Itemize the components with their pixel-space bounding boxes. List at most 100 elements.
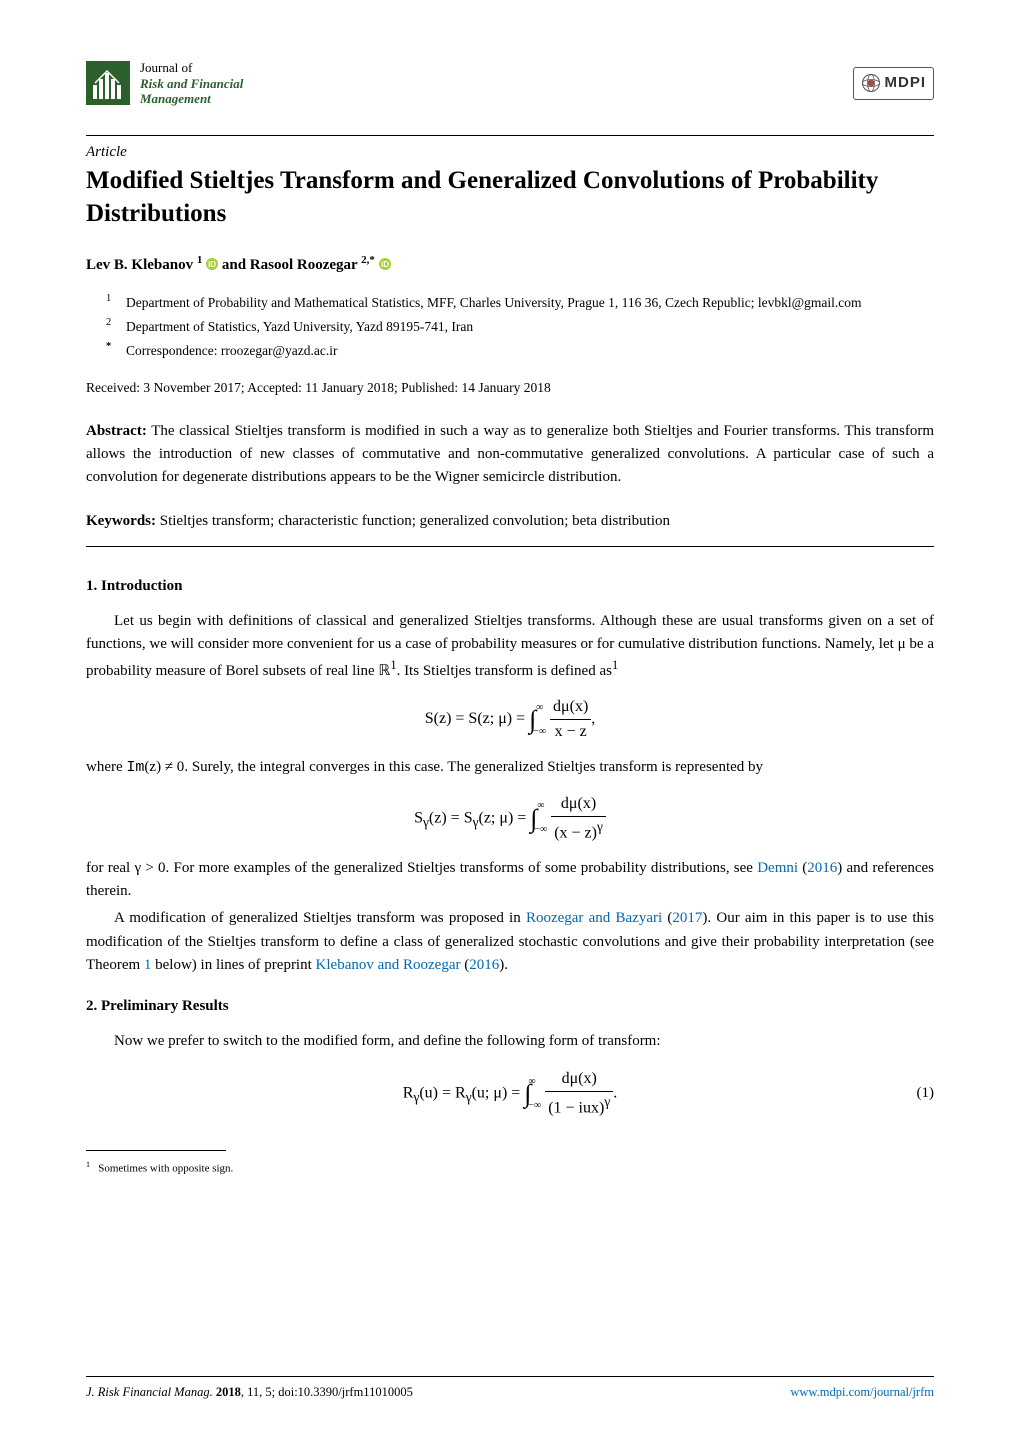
author-1-name: Lev B. Klebanov bbox=[86, 257, 193, 273]
mu-symbol: μ bbox=[898, 636, 906, 652]
s1-p2-b: . Surely, the integral converges in this… bbox=[184, 759, 763, 775]
svg-text:iD: iD bbox=[208, 260, 216, 269]
section-1-para-2: where Im(z) ≠ 0. Surely, the integral co… bbox=[86, 756, 934, 779]
journal-of-label: Journal of bbox=[140, 60, 243, 76]
eq2-lhs: S bbox=[414, 809, 423, 826]
journal-logo-icon bbox=[86, 61, 130, 105]
affiliation-2-num: 2 bbox=[106, 315, 126, 336]
eq3-mid2: (u; μ) = bbox=[472, 1084, 525, 1101]
eq2-mid: (z) = S bbox=[429, 809, 473, 826]
eq2-den-sup: γ bbox=[597, 819, 603, 834]
keywords-text: Stieltjes transform; characteristic func… bbox=[160, 513, 670, 529]
svg-text:iD: iD bbox=[381, 260, 389, 269]
page-header: Journal of Risk and Financial Management… bbox=[86, 60, 934, 107]
int-upper: ∞ bbox=[534, 801, 547, 811]
footer-rest: , 11, 5; doi:10.3390/jrfm11010005 bbox=[241, 1385, 413, 1399]
correspondence: * Correspondence: rroozegar@yazd.ac.ir bbox=[106, 341, 934, 362]
s1-p4-a: A modification of generalized Stieltjes … bbox=[114, 910, 526, 926]
eq2-den: (x − z)γ bbox=[551, 817, 606, 845]
s1-p4-c: below) in lines of preprint bbox=[151, 957, 315, 973]
integral-limits: ∞ −∞ bbox=[533, 703, 546, 737]
equation-number-1: (1) bbox=[617, 1082, 934, 1105]
publisher-logo: MDPI bbox=[853, 67, 935, 100]
author-1-affil-sup: 1 bbox=[197, 254, 203, 266]
int-upper: ∞ bbox=[533, 703, 546, 713]
footer-right: www.mdpi.com/journal/jrfm bbox=[790, 1383, 934, 1402]
article-title: Modified Stieltjes Transform and General… bbox=[86, 165, 934, 230]
eq3-lhs: R bbox=[403, 1084, 414, 1101]
footer-year: 2018 bbox=[216, 1385, 241, 1399]
keywords-label: Keywords: bbox=[86, 513, 156, 529]
section-1-para-4: A modification of generalized Stieltjes … bbox=[86, 907, 934, 977]
section-1-heading: 1. Introduction bbox=[86, 575, 934, 598]
journal-name-line-2: Management bbox=[140, 91, 243, 107]
footer-row: J. Risk Financial Manag. 2018, 11, 5; do… bbox=[86, 1383, 934, 1402]
footnote-ref-1: 1 bbox=[612, 658, 618, 672]
eq1-num: dμ(x) bbox=[550, 695, 591, 720]
eq2-mid2: (z; μ) = bbox=[478, 809, 530, 826]
correspondence-star: * bbox=[106, 339, 126, 360]
int-upper: ∞ bbox=[528, 1077, 541, 1087]
integral-limits: ∞ −∞ bbox=[528, 1077, 541, 1111]
s1-p2-a: where bbox=[86, 759, 126, 775]
page-footer: J. Risk Financial Manag. 2018, 11, 5; do… bbox=[86, 1376, 934, 1402]
affiliation-2: 2 Department of Statistics, Yazd Univers… bbox=[106, 317, 934, 338]
eq3-num: dμ(x) bbox=[545, 1067, 613, 1092]
correspondence-text: Correspondence: rroozegar@yazd.ac.ir bbox=[126, 341, 934, 362]
section-1-para-1: Let us begin with definitions of classic… bbox=[86, 610, 934, 684]
cite-roozegar-bazyari-year[interactable]: 2017 bbox=[672, 910, 702, 926]
s1-p1-c: . Its Stieltjes transform is defined as bbox=[397, 663, 612, 679]
header-rule bbox=[86, 135, 934, 136]
cite-klebanov-roozegar-year[interactable]: 2016 bbox=[469, 957, 499, 973]
journal-name-line-1: Risk and Financial bbox=[140, 76, 243, 92]
eq2-num: dμ(x) bbox=[551, 792, 606, 817]
affiliation-1-num: 1 bbox=[106, 291, 126, 312]
eq2-fraction: dμ(x) (x − z)γ bbox=[551, 792, 606, 845]
footer-rule bbox=[86, 1376, 934, 1377]
affiliation-1-text: Department of Probability and Mathematic… bbox=[126, 293, 934, 314]
equation-S: S(z) = S(z; μ) = ∫∞−∞ dμ(x) x − z , bbox=[86, 695, 934, 744]
footer-left: J. Risk Financial Manag. 2018, 11, 5; do… bbox=[86, 1383, 413, 1402]
int-lower: −∞ bbox=[528, 1101, 541, 1111]
im-code: Im bbox=[126, 759, 144, 776]
footer-url[interactable]: www.mdpi.com/journal/jrfm bbox=[790, 1385, 934, 1399]
eq1-lhs: S(z) = S(z; μ) = bbox=[425, 710, 529, 727]
article-type: Article bbox=[86, 141, 934, 164]
eq3-den-sup: γ bbox=[604, 1094, 610, 1109]
footnote-1-num: 1 bbox=[86, 1160, 90, 1169]
eq1-tail: , bbox=[591, 710, 595, 727]
abstract-block: Abstract: The classical Stieltjes transf… bbox=[86, 420, 934, 490]
footer-journal: J. Risk Financial Manag. bbox=[86, 1385, 213, 1399]
eq2-den-base: (x − z) bbox=[554, 824, 597, 841]
affiliations-block: 1 Department of Probability and Mathemat… bbox=[86, 293, 934, 362]
journal-block: Journal of Risk and Financial Management bbox=[86, 60, 243, 107]
footnote-1: 1 Sometimes with opposite sign. bbox=[86, 1159, 934, 1177]
int-lower: −∞ bbox=[533, 727, 546, 737]
cite-klebanov-roozegar[interactable]: Klebanov and Roozegar bbox=[316, 957, 461, 973]
affiliation-1: 1 Department of Probability and Mathemat… bbox=[106, 293, 934, 314]
equation-Sgamma: Sγ(z) = Sγ(z; μ) = ∫∞−∞ dμ(x) (x − z)γ bbox=[86, 792, 934, 845]
eq1-fraction: dμ(x) x − z bbox=[550, 695, 591, 744]
eq3-fraction: dμ(x) (1 − iux)γ bbox=[545, 1067, 613, 1120]
s1-p3-b: . For more examples of the generalized S… bbox=[166, 860, 758, 876]
cite-roozegar-bazyari[interactable]: Roozegar and Bazyari bbox=[526, 910, 662, 926]
eq3-den: (1 − iux)γ bbox=[545, 1092, 613, 1120]
int-lower: −∞ bbox=[534, 825, 547, 835]
eq3-mid: (u) = R bbox=[419, 1084, 465, 1101]
cite-demni-year[interactable]: 2016 bbox=[807, 860, 837, 876]
journal-title-text: Journal of Risk and Financial Management bbox=[140, 60, 243, 107]
orcid-icon: iD bbox=[379, 255, 391, 267]
publication-dates: Received: 3 November 2017; Accepted: 11 … bbox=[86, 378, 934, 398]
orcid-icon: iD bbox=[206, 255, 218, 267]
publisher-name: MDPI bbox=[885, 72, 927, 95]
footnote-rule bbox=[86, 1150, 226, 1151]
authors-line: Lev B. Klebanov 1 iD and Rasool Roozegar… bbox=[86, 252, 934, 277]
affiliation-2-text: Department of Statistics, Yazd Universit… bbox=[126, 317, 934, 338]
cite-demni[interactable]: Demni bbox=[757, 860, 798, 876]
section-2-para-1: Now we prefer to switch to the modified … bbox=[86, 1030, 934, 1053]
section-1-para-3: for real γ > 0. For more examples of the… bbox=[86, 857, 934, 904]
author-2-affil-sup: 2,* bbox=[361, 254, 375, 266]
footnote-1-text: Sometimes with opposite sign. bbox=[98, 1163, 233, 1175]
integral-limits: ∞ −∞ bbox=[534, 801, 547, 835]
keywords-rule bbox=[86, 546, 934, 547]
